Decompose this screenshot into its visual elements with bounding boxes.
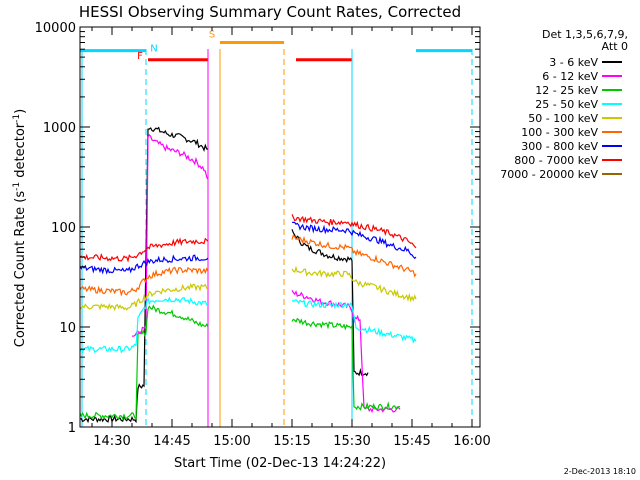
legend-label: 7000 - 20000 keV xyxy=(500,168,598,181)
legend-label: 800 - 7000 keV xyxy=(514,154,598,167)
x-tick-label: 15:30 xyxy=(333,434,370,449)
chart-title: HESSI Observing Summary Count Rates, Cor… xyxy=(79,3,461,21)
y-tick-label: 10000 xyxy=(35,21,76,36)
series-line xyxy=(79,304,209,421)
y-tick-label: 10 xyxy=(59,321,76,336)
x-axis-label: Start Time (02-Dec-13 14:24:22) xyxy=(174,456,386,471)
series-line xyxy=(79,266,209,297)
legend-header: Det 1,3,5,6,7,9, xyxy=(542,28,628,41)
legend-label: 300 - 800 keV xyxy=(521,140,598,153)
footer-date: 2-Dec-2013 18:10 xyxy=(564,467,636,476)
series-line xyxy=(79,237,209,263)
series-line xyxy=(291,265,417,303)
y-axis-label-sup2: -1 xyxy=(12,114,22,123)
series-line xyxy=(291,214,417,249)
flags-layer: NF S xyxy=(80,29,472,62)
series-layer xyxy=(79,126,417,424)
legend-label: 3 - 6 keV xyxy=(549,56,598,69)
y-axis-label-end: ) xyxy=(13,109,28,114)
flag-label: F xyxy=(137,51,143,62)
legend-label: 50 - 100 keV xyxy=(528,112,598,125)
y-tick-label: 1000 xyxy=(43,121,76,136)
legend-label: 12 - 25 keV xyxy=(535,84,598,97)
vlines-layer xyxy=(81,49,473,427)
y-axis-label-main: Corrected Count Rate (s xyxy=(13,191,28,348)
x-axis: 14:30 14:45 15:00 15:15 15:30 15:45 16:00 xyxy=(91,27,491,449)
x-tick-label: 14:30 xyxy=(93,434,130,449)
y-tick-label: 1 xyxy=(68,421,76,436)
series-line xyxy=(291,298,417,344)
x-tick-label: 15:45 xyxy=(393,434,430,449)
x-tick-label: 16:00 xyxy=(453,434,490,449)
series-line xyxy=(291,229,369,377)
y-axis-label: Corrected Count Rate (s-1 detector-1) xyxy=(12,109,28,347)
series-line xyxy=(131,133,209,337)
series-line xyxy=(79,282,209,312)
y-axis-label-mid: detector xyxy=(13,122,28,182)
series-line xyxy=(291,317,401,411)
flag-label: S xyxy=(209,29,215,40)
y-tick-label: 100 xyxy=(51,221,76,236)
flag-label: N xyxy=(150,44,157,55)
x-tick-label: 15:00 xyxy=(213,434,250,449)
legend-label: 100 - 300 keV xyxy=(521,126,598,139)
x-tick-label: 15:15 xyxy=(273,434,310,449)
y-axis: 1 10 100 1000 10000 xyxy=(35,21,480,436)
series-line xyxy=(79,296,209,354)
legend-label: 6 - 12 keV xyxy=(542,70,598,83)
series-line xyxy=(291,234,417,278)
series-line xyxy=(291,221,417,260)
y-axis-label-sup1: -1 xyxy=(12,182,22,191)
x-tick-label: 14:45 xyxy=(153,434,190,449)
legend-header: Att 0 xyxy=(602,40,628,53)
legend-label: 25 - 50 keV xyxy=(535,98,598,111)
series-line xyxy=(79,254,209,275)
